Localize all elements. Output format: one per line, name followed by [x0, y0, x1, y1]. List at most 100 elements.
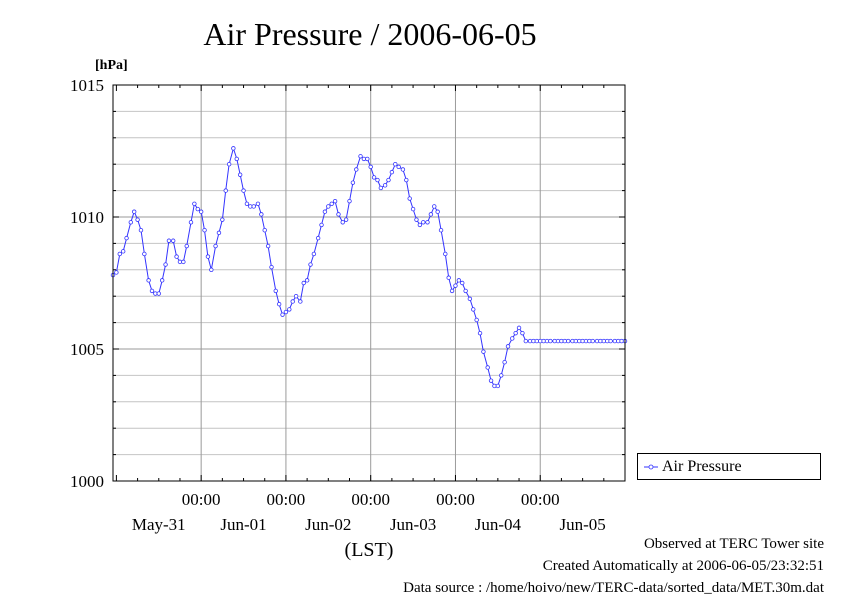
data-point — [326, 204, 331, 209]
data-point — [516, 325, 522, 331]
data-point — [138, 227, 144, 233]
data-point — [371, 175, 377, 180]
data-point — [301, 280, 306, 286]
data-point — [449, 288, 455, 294]
data-point — [114, 270, 119, 275]
data-point — [329, 201, 334, 206]
data-point — [548, 338, 553, 344]
data-point — [350, 180, 356, 185]
data-point — [311, 251, 317, 257]
data-point — [184, 243, 189, 249]
data-point — [354, 167, 359, 172]
data-point — [421, 220, 426, 225]
data-point — [135, 217, 140, 222]
y-tick-label: 1015 — [70, 76, 104, 95]
data-point — [262, 227, 267, 233]
data-point — [146, 278, 151, 283]
data-point — [234, 156, 239, 162]
data-point — [159, 278, 165, 283]
x-time-label: 00:00 — [267, 490, 306, 509]
data-point — [474, 317, 479, 323]
data-point — [237, 172, 243, 177]
data-point — [213, 243, 218, 249]
data-point — [368, 164, 373, 170]
data-point — [477, 330, 483, 336]
footer-created: Created Automatically at 2006-06-05/23:3… — [542, 558, 824, 574]
data-point — [251, 204, 256, 209]
data-point — [308, 262, 313, 267]
data-point — [156, 291, 161, 296]
x-time-label: 00:00 — [182, 490, 221, 509]
data-point — [202, 227, 207, 233]
data-point — [319, 222, 324, 228]
data-point — [205, 254, 211, 259]
data-point — [396, 164, 401, 170]
data-point — [358, 154, 363, 159]
data-point — [467, 296, 473, 302]
data-point — [163, 262, 168, 267]
data-point — [192, 201, 197, 206]
data-point — [209, 267, 214, 272]
x-axis-label: (LST) — [345, 539, 394, 561]
data-point — [226, 161, 232, 167]
data-point — [495, 383, 501, 389]
footer-observed: Observed at TERC Tower site — [643, 536, 824, 552]
data-point — [174, 254, 179, 259]
data-point — [463, 288, 468, 294]
data-point — [244, 201, 250, 206]
data-point — [231, 146, 236, 151]
y-axis-unit: [hPa] — [95, 58, 128, 73]
data-point — [400, 167, 406, 172]
data-point — [481, 349, 486, 354]
data-point — [386, 177, 391, 183]
data-point — [407, 196, 412, 201]
data-point — [265, 243, 271, 249]
data-point — [181, 259, 186, 265]
data-point — [293, 294, 299, 299]
data-point — [255, 201, 261, 206]
data-point — [131, 209, 137, 214]
data-point — [287, 307, 292, 312]
data-point — [276, 301, 282, 307]
data-point — [393, 161, 398, 167]
x-axis-ticks: 00:00 00:00 00:00 00:00 00:00 May-31 Jun-01 Jun… — [132, 490, 606, 534]
x-date-label: Jun-02 — [305, 515, 351, 534]
data-point — [280, 312, 285, 317]
footer-source: Data source : /home/hoivo/new/TERC-data/… — [403, 580, 824, 596]
data-point — [453, 283, 458, 288]
data-point — [332, 198, 338, 204]
legend: Air Pressure — [637, 453, 821, 480]
data-point — [382, 183, 388, 188]
data-point — [432, 204, 437, 209]
data-point — [456, 278, 462, 283]
data-point — [259, 212, 264, 217]
data-point — [117, 251, 122, 257]
data-point — [365, 156, 370, 162]
data-point — [120, 249, 126, 254]
data-point — [322, 209, 328, 214]
series-line — [112, 146, 625, 387]
data-point — [166, 238, 172, 243]
x-date-label: Jun-03 — [390, 515, 436, 534]
data-point — [195, 206, 200, 212]
x-date-label: May-31 — [132, 515, 186, 534]
data-point — [347, 198, 352, 204]
data-point — [241, 188, 246, 193]
data-point — [378, 185, 384, 191]
data-point — [149, 288, 155, 294]
data-point — [142, 251, 147, 257]
data-point — [510, 336, 515, 341]
x-date-label: Jun-04 — [475, 515, 522, 534]
data-point — [417, 222, 423, 228]
data-point — [273, 288, 278, 294]
data-point — [340, 220, 345, 225]
data-point — [404, 177, 409, 183]
legend-line-marker-icon — [644, 464, 658, 470]
y-tick-label: 1005 — [70, 340, 104, 359]
data-point — [410, 206, 416, 212]
data-point — [485, 365, 490, 370]
y-tick-label: 1010 — [70, 208, 104, 227]
data-point — [499, 373, 504, 378]
data-point — [414, 217, 419, 222]
y-axis-ticks: 1000 1005 1010 1015 — [70, 76, 104, 491]
